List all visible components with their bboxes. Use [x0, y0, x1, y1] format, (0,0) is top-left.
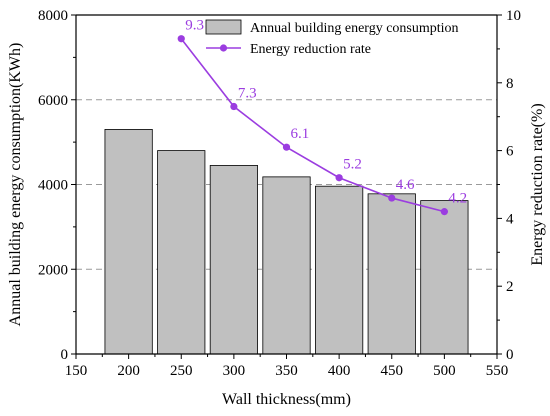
legend-bar-swatch: [205, 19, 242, 35]
point-400: [335, 174, 343, 182]
data-label-350: 6.1: [291, 126, 310, 142]
y-tick-label-8000: 8000: [38, 8, 68, 24]
data-label-450: 4.6: [396, 177, 415, 193]
x-tick-label-150: 150: [65, 363, 88, 379]
legend-line-marker: [219, 44, 228, 52]
x-tick-label-400: 400: [328, 363, 351, 379]
bars: [104, 129, 469, 355]
data-label-400: 5.2: [343, 157, 362, 173]
y-tick-label-2000: 2000: [38, 262, 68, 278]
data-label-250: 9.3: [185, 18, 204, 34]
data-label-300: 7.3: [238, 86, 257, 102]
legend-label-bars: Annual building energy consumption: [250, 21, 459, 36]
legend-label-line: Energy reduction rate: [250, 42, 371, 57]
y2-tick-label-0: 0: [506, 347, 514, 363]
point-500: [440, 208, 448, 216]
bar-500: [420, 200, 469, 355]
bar-200: [104, 129, 153, 355]
y-tick-label-6000: 6000: [38, 93, 68, 109]
point-300: [230, 102, 238, 111]
x-tick-label-500: 500: [433, 363, 456, 379]
x-tick-label-250: 250: [170, 363, 193, 379]
y-tick-label-4000: 4000: [38, 178, 68, 194]
point-350: [282, 143, 291, 151]
bar-350: [262, 176, 311, 355]
y2-axis-title: Energy reduction rate(%): [529, 103, 546, 265]
axes: 150 200 250 300 350 400 450 500 5500200040006000…: [38, 8, 521, 379]
y2-tick-label-6: 6: [506, 144, 514, 160]
bar-300: [209, 165, 258, 355]
x-tick-label-300: 300: [223, 363, 246, 379]
bar-450: [367, 193, 416, 355]
y2-tick-label-2: 2: [506, 279, 514, 295]
x-tick-label-450: 450: [381, 363, 404, 379]
bar-250: [157, 150, 206, 355]
legend: Annual building energy consumption Energy…: [205, 19, 459, 57]
y2-tick-label-4: 4: [506, 211, 514, 227]
y-tick-label-0: 0: [61, 347, 69, 363]
point-450: [388, 194, 396, 202]
data-label-500: 4.2: [448, 191, 467, 207]
x-tick-label-200: 200: [117, 363, 140, 379]
bar-400: [315, 185, 364, 355]
y2-tick-label-8: 8: [506, 76, 514, 92]
y-axis-title: Annual building energy consumption(KWh): [7, 43, 24, 327]
x-tick-label-550: 550: [486, 363, 509, 379]
y2-tick-label-10: 10: [506, 8, 521, 24]
reduction-line: 9.3 7.3 6.1 5.2 4.6 4.2: [177, 18, 467, 216]
x-tick-label-350: 350: [275, 363, 298, 379]
x-axis-title: Wall thickness(mm): [222, 391, 351, 408]
reduction-polyline: [180, 38, 445, 213]
point-250: [177, 35, 185, 43]
